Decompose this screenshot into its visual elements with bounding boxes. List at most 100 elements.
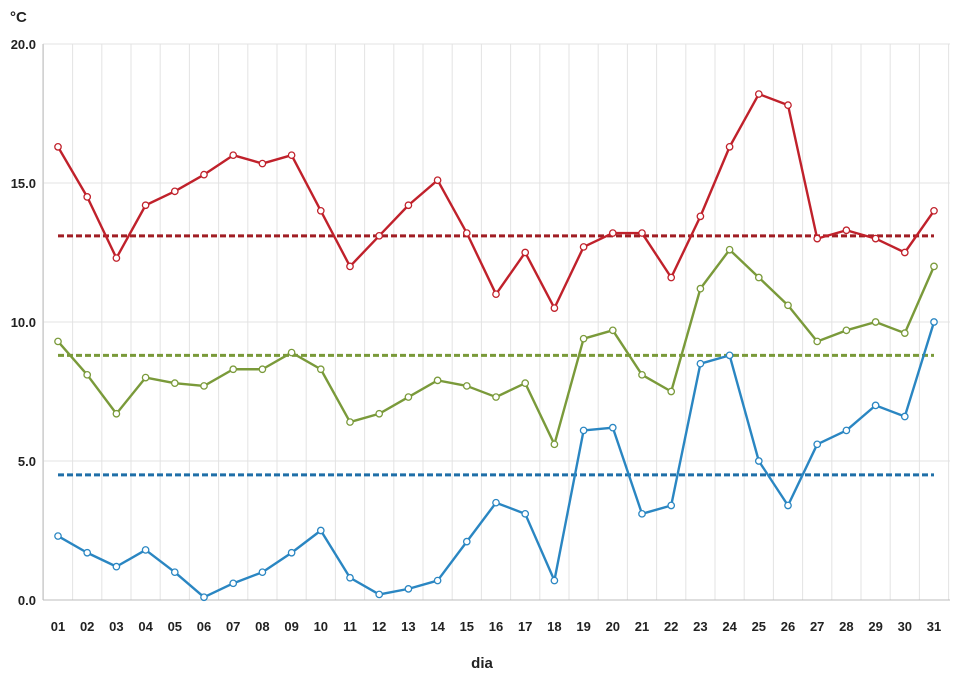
data-point: [871, 318, 880, 326]
data-point: [521, 379, 530, 388]
data-point: [550, 576, 559, 585]
data-point: [316, 365, 325, 374]
data-point: [725, 351, 734, 360]
data-point: [346, 418, 354, 426]
data-point: [433, 176, 442, 185]
data-point: [200, 170, 208, 179]
data-point: [258, 365, 267, 374]
data-point: [433, 576, 442, 585]
data-point: [638, 370, 646, 379]
data-point: [900, 329, 909, 337]
x-tick-label: 20: [606, 619, 620, 634]
data-point: [696, 359, 705, 368]
data-point: [521, 509, 530, 518]
data-point: [696, 212, 705, 221]
data-point: [813, 440, 822, 449]
data-point: [83, 548, 92, 557]
data-point: [784, 301, 792, 310]
data-point: [754, 90, 763, 98]
x-tick-label: 09: [284, 619, 298, 634]
data-point: [579, 426, 588, 435]
data-point: [784, 501, 792, 510]
data-point: [112, 409, 121, 418]
x-tick-label: 24: [722, 619, 737, 634]
data-point: [404, 585, 413, 593]
y-axis-title: °C: [10, 9, 27, 26]
x-tick-label: 13: [401, 619, 415, 634]
x-tick-label: 14: [430, 619, 445, 634]
data-point: [813, 337, 822, 346]
data-point: [930, 318, 938, 326]
data-point: [871, 401, 880, 410]
x-tick-label: 11: [343, 619, 357, 634]
x-tick-label: 05: [168, 619, 182, 634]
data-point: [608, 326, 617, 335]
y-tick-label: 10.0: [11, 315, 36, 330]
data-point: [404, 393, 413, 401]
data-point: [258, 159, 267, 168]
data-point: [141, 201, 150, 210]
x-tick-label: 19: [576, 619, 590, 634]
data-point: [667, 501, 676, 510]
data-point: [462, 537, 471, 546]
data-point: [229, 151, 238, 160]
data-point: [375, 590, 384, 599]
data-point: [258, 568, 267, 577]
data-point: [54, 337, 62, 346]
x-tick-label: 01: [51, 619, 65, 634]
y-tick-label: 5.0: [18, 454, 36, 469]
data-point: [754, 457, 763, 465]
data-point: [316, 206, 325, 215]
reference-lines: [58, 234, 934, 477]
x-axis-title: dia: [471, 655, 493, 672]
data-point: [492, 498, 500, 507]
x-tick-label: 02: [80, 619, 94, 634]
x-tick-label: 30: [898, 619, 912, 634]
x-tick-label: 15: [460, 619, 474, 634]
data-point: [346, 262, 354, 271]
data-point: [930, 262, 938, 271]
series-group: [54, 90, 938, 312]
data-point: [462, 382, 471, 390]
data-point: [579, 334, 588, 343]
data-point: [287, 151, 296, 160]
y-tick-label: 15.0: [11, 176, 36, 191]
x-tick-label: 28: [839, 619, 853, 634]
x-tick-label: 18: [547, 619, 561, 634]
data-point: [754, 273, 763, 282]
data-point: [287, 548, 296, 557]
x-tick-label: 29: [868, 619, 882, 634]
x-tick-label: 12: [372, 619, 386, 634]
data-point: [900, 412, 909, 421]
label-layer: °C dia: [10, 9, 493, 672]
x-tick-label: 10: [314, 619, 328, 634]
data-point: [54, 143, 62, 151]
x-tick-label: 23: [693, 619, 707, 634]
x-tick-label: 07: [226, 619, 240, 634]
data-point: [725, 143, 734, 151]
data-point: [112, 562, 121, 571]
data-point: [608, 423, 617, 432]
data-point: [871, 234, 880, 243]
data-point: [229, 579, 238, 588]
series-layer: [54, 90, 938, 602]
data-point: [930, 206, 938, 215]
x-tick-label: 03: [109, 619, 123, 634]
data-point: [579, 243, 588, 251]
x-tick-label: 31: [927, 619, 941, 634]
data-point: [667, 387, 676, 396]
data-point: [404, 201, 413, 210]
data-point: [141, 373, 150, 382]
data-point: [842, 426, 851, 435]
data-point: [900, 248, 909, 257]
grid-layer: [42, 43, 950, 601]
data-point: [170, 187, 179, 196]
x-tick-label: 04: [138, 619, 153, 634]
x-tick-label: 17: [518, 619, 532, 634]
data-point: [784, 101, 792, 110]
data-point: [492, 393, 500, 401]
data-point: [842, 326, 851, 335]
data-point: [170, 379, 179, 388]
data-point: [433, 376, 442, 385]
